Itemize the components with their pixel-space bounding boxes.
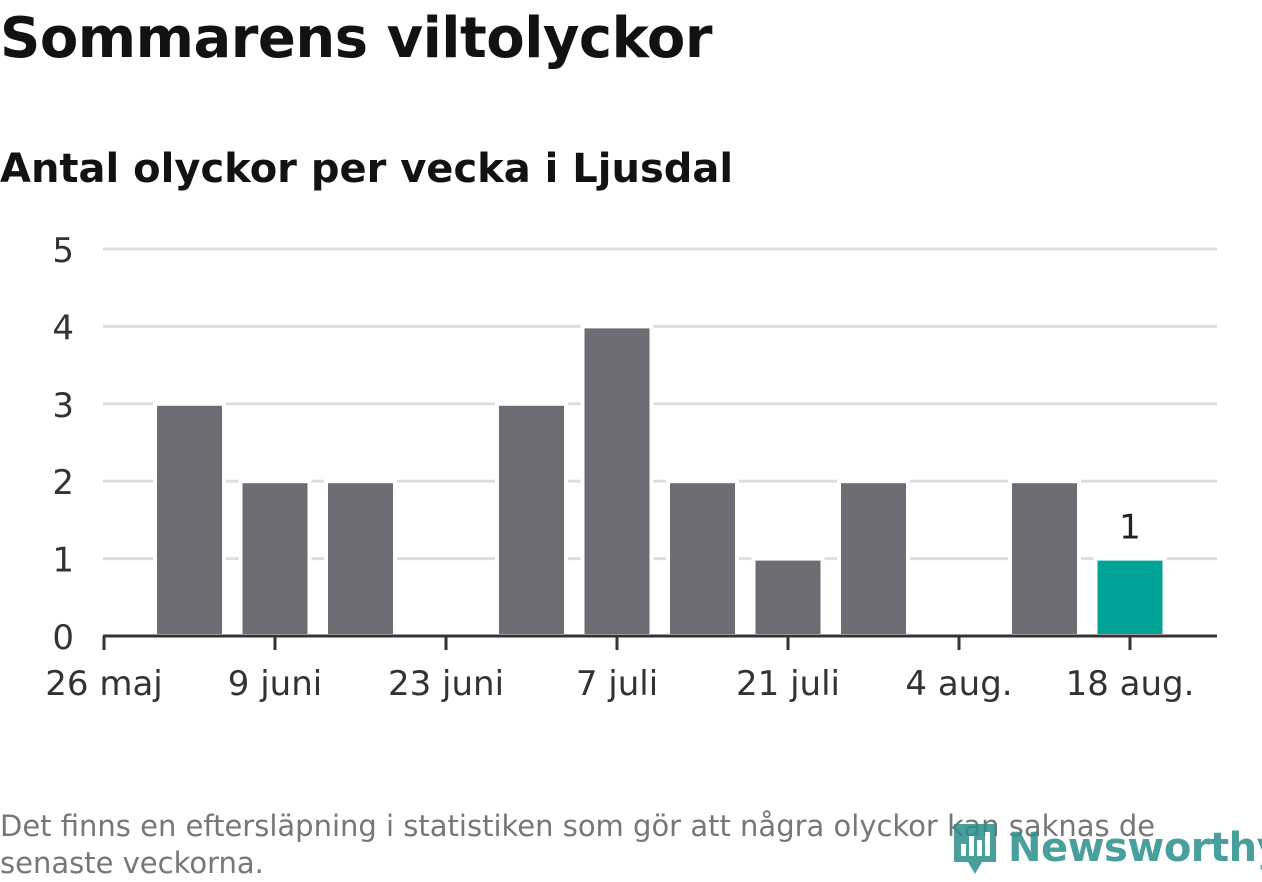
bars	[153, 324, 1167, 639]
bar	[324, 479, 397, 639]
bar	[1008, 479, 1081, 639]
bar-highlight	[1093, 556, 1167, 638]
x-tick-label: 26 maj	[45, 664, 162, 704]
x-tick-label: 4 aug.	[905, 664, 1012, 704]
newsworthy-logo-icon	[954, 824, 996, 874]
bar	[666, 479, 739, 639]
bar	[495, 401, 568, 638]
tick-labels: 0 1 2 3 4 5 1 26 maj 9 juni 23 juni 7 juli 21 juli 4…	[45, 231, 1194, 704]
x-tick-label: 21 juli	[736, 664, 840, 704]
bar	[238, 479, 312, 639]
x-tick-label: 7 juli	[576, 664, 658, 704]
logo-text: Newsworthy	[1008, 825, 1262, 871]
y-tick-label: 5	[52, 231, 74, 271]
newsworthy-logo: Newsworthy	[950, 818, 1262, 878]
bar	[837, 479, 910, 639]
y-tick-label: 0	[52, 618, 74, 658]
y-tick-label: 4	[52, 308, 74, 348]
chart-title: Sommarens viltolyckor	[0, 6, 712, 71]
x-tick-label: 9 juni	[228, 664, 322, 704]
data-label: 1	[1119, 508, 1141, 548]
bar	[751, 556, 825, 638]
x-tick-label: 18 aug.	[1066, 664, 1195, 704]
x-axis	[102, 634, 1217, 650]
bar	[153, 401, 226, 638]
y-tick-label: 1	[52, 541, 74, 581]
x-tick-label: 23 juni	[388, 664, 504, 704]
chart-subtitle: Antal olyckor per vecka i Ljusdal	[0, 146, 734, 192]
y-tick-label: 2	[52, 463, 74, 503]
y-tick-label: 3	[52, 386, 74, 426]
bar	[580, 324, 654, 638]
